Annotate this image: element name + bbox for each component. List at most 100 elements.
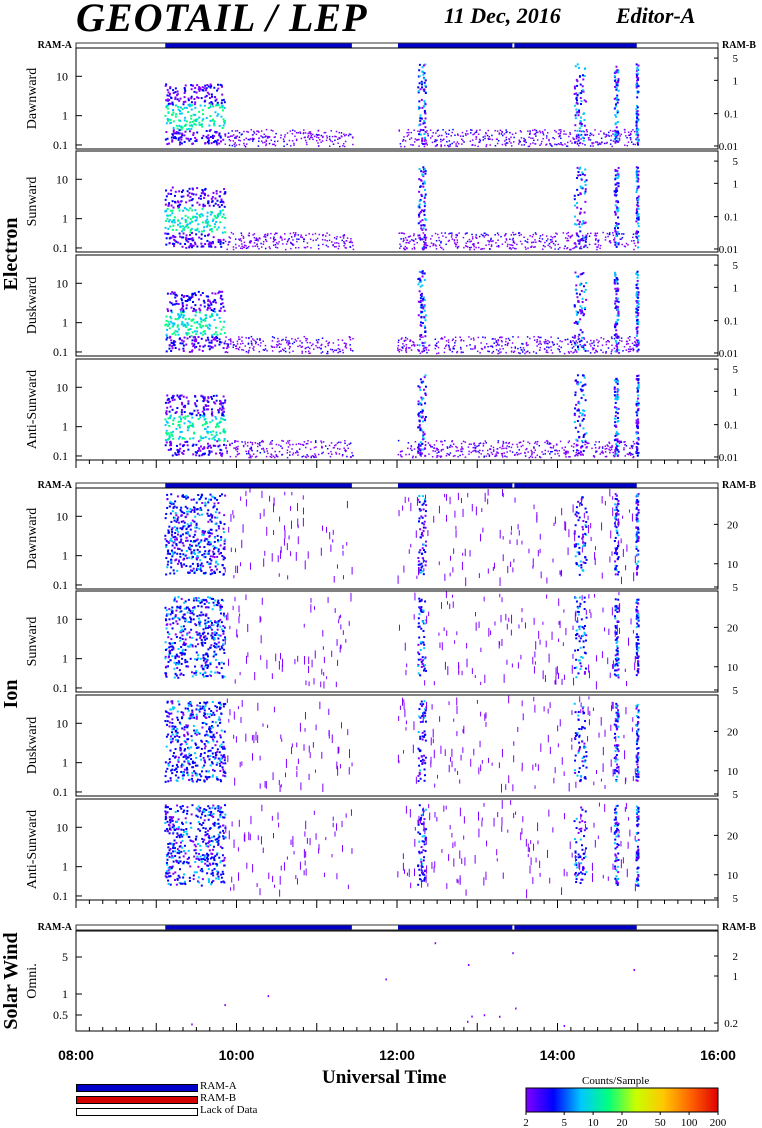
spectrogram-cell [203, 427, 206, 430]
spectrogram-cell [186, 444, 189, 447]
spectrogram-cell [566, 247, 568, 250]
spectrogram-cell [505, 340, 507, 343]
spectrogram-cell [418, 200, 421, 203]
spectrogram-cell [411, 449, 413, 452]
spectrogram-cell [412, 340, 414, 343]
spectrogram-cell [165, 319, 168, 322]
spectrogram-cell [403, 247, 405, 250]
spectrogram-cell [561, 447, 564, 449]
spectrogram-cell [190, 192, 193, 195]
spectrogram-cell [637, 300, 640, 303]
spectrogram-cell [205, 225, 208, 228]
spectrogram-cell [418, 190, 421, 193]
spectrogram-cell [449, 348, 451, 350]
spectrogram-cell [441, 338, 444, 340]
spectrogram-cell [637, 170, 640, 173]
spectrogram-cell [597, 241, 600, 243]
spectrogram-cell [449, 143, 451, 146]
spectrogram-cell [312, 138, 314, 141]
spectrogram-cell [297, 443, 300, 445]
spectrogram-cell [494, 338, 496, 340]
spectrogram-cell [210, 93, 213, 96]
spectrogram-cell [209, 345, 212, 348]
spectrogram-cell [582, 112, 585, 115]
spectrogram-cell [339, 448, 341, 450]
spectrogram-cell [502, 440, 504, 443]
spectrogram-cell [237, 445, 239, 448]
spectrogram-cell [595, 350, 598, 352]
spectrogram-cell [202, 324, 205, 327]
spectrogram-cell [315, 344, 317, 347]
spectrogram-cell [615, 277, 618, 280]
spectrogram-cell [447, 133, 450, 135]
spectrogram-cell [248, 245, 250, 248]
spectrogram-cell [627, 348, 630, 350]
spectrogram-cell [207, 298, 210, 301]
spectrogram-cell [586, 232, 589, 235]
spectrogram-cell [424, 415, 427, 418]
spectrogram-cell [606, 232, 609, 235]
spectrogram-cell [190, 227, 193, 230]
spectrogram-cell [215, 399, 218, 402]
spectrogram-cell [591, 347, 594, 349]
spectrogram-cell [423, 195, 426, 198]
spectrogram-cell [617, 450, 620, 453]
spectrogram-cell [168, 437, 171, 440]
spectrogram-cell [483, 247, 485, 250]
spectrogram-cell [424, 126, 427, 129]
spectrogram-cell [215, 452, 218, 455]
spectrogram-cell [561, 340, 563, 343]
spectrogram-cell [312, 455, 314, 457]
spectrogram-cell [412, 144, 414, 146]
spectrogram-cell [576, 141, 578, 143]
spectrogram-cell [634, 337, 636, 339]
spectrogram-cell [337, 339, 340, 341]
spectrogram-cell [191, 142, 194, 145]
spectrogram-cell [478, 138, 481, 141]
spectrogram-cell [491, 134, 493, 137]
spectrogram-cell [205, 129, 208, 132]
spectrogram-cell [302, 132, 305, 134]
spectrogram-cell [320, 141, 322, 144]
spectrogram-cell [341, 239, 343, 242]
spectrogram-cell [165, 338, 168, 341]
spectrogram-cell [635, 300, 638, 303]
spectrogram-cell [510, 244, 513, 246]
spectrogram-cell [254, 245, 256, 247]
spectrogram-cell [178, 232, 181, 235]
spectrogram-cell [636, 279, 639, 282]
spectrogram-cell [165, 441, 168, 444]
spectrogram-cell [251, 134, 254, 136]
spectrogram-cell [611, 444, 613, 447]
spectrogram-cell [185, 106, 188, 109]
spectrogram-cell [254, 442, 257, 444]
spectrogram-cell [565, 450, 567, 453]
spectrogram-cell [593, 340, 595, 342]
spectrogram-cell [210, 103, 213, 106]
spectrogram-cell [573, 412, 576, 415]
spectrogram-cell [541, 140, 543, 143]
spectrogram-cell [221, 418, 224, 421]
spectrogram-cell [549, 245, 551, 248]
spectrogram-cell [581, 136, 584, 139]
spectrogram-cell [554, 453, 556, 455]
spectrogram-cell [166, 214, 169, 217]
spectrogram-cell [182, 308, 185, 311]
spectrogram-cell [187, 194, 190, 197]
spectrogram-cell [583, 338, 586, 340]
spectrogram-cell [616, 322, 619, 325]
spectrogram-cell [636, 204, 639, 207]
spectrogram-cell [191, 198, 194, 201]
spectrogram-cell [628, 452, 631, 455]
spectrogram-cell [489, 240, 491, 242]
spectrogram-cell [611, 349, 613, 351]
spectrogram-cell [397, 349, 399, 351]
spectrogram-cell [577, 136, 580, 139]
spectrogram-cell [617, 130, 620, 133]
spectrogram-cell [182, 443, 185, 446]
spectrogram-cell [220, 198, 223, 201]
spectrogram-cell [432, 243, 435, 245]
spectrogram-cell [615, 290, 618, 293]
spectrogram-cell [605, 341, 608, 343]
spectrogram-cell [427, 134, 429, 137]
